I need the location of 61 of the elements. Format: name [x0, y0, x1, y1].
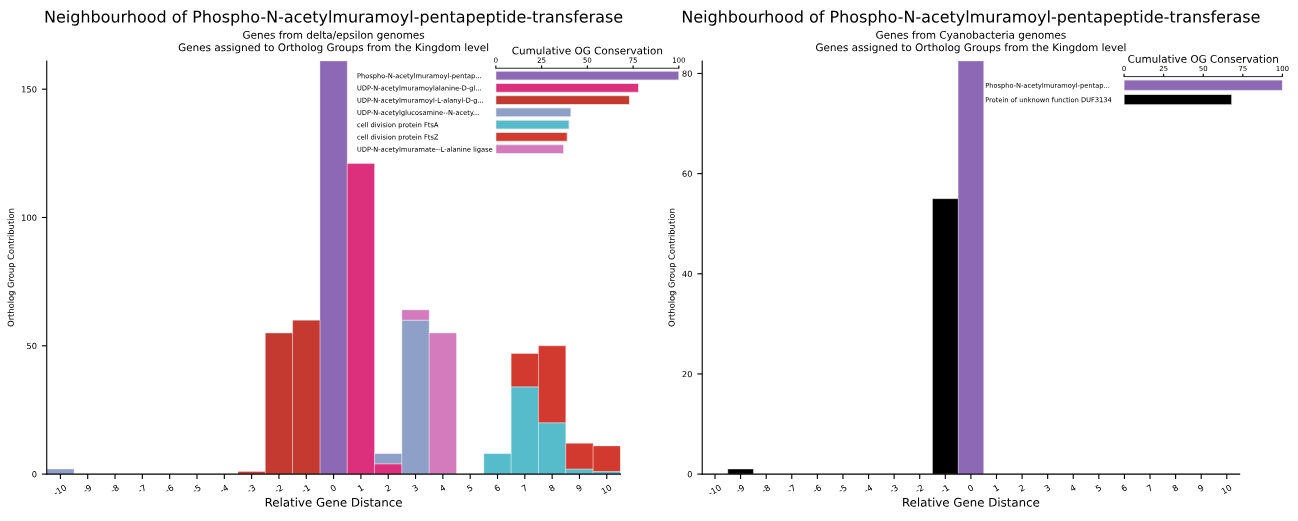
- x-tick-label: -7: [137, 484, 147, 494]
- x-axis-title: Relative Gene Distance: [903, 497, 1040, 507]
- x-tick-label: 4: [1069, 484, 1077, 492]
- x-tick-label: 5: [466, 484, 474, 492]
- x-axis-title: Relative Gene Distance: [265, 497, 402, 507]
- x-tick-label: 0: [967, 484, 974, 492]
- x-tick-label: 2: [1018, 484, 1025, 492]
- x-tick-label: -8: [109, 484, 120, 494]
- x-tick-label: 9: [1197, 484, 1205, 492]
- chart-title: Cumulative OG Conservation: [512, 46, 663, 55]
- chart-title: Cumulative OG Conservation: [1128, 54, 1278, 63]
- y-axis-title: Ortholog Group Contribution: [668, 208, 677, 327]
- x-tick-label: 1: [993, 484, 1000, 492]
- x-tick-label: -3: [888, 484, 899, 494]
- x-tick-label: 10: [1221, 484, 1233, 495]
- y-tick-label: 0: [32, 471, 37, 478]
- x-tick-label: 2: [384, 484, 391, 492]
- x-tick-label: -8: [761, 484, 771, 494]
- x-tick-label: -6: [164, 484, 175, 494]
- y-tick-label: 100: [22, 214, 37, 221]
- x-tick-label: -4: [863, 484, 873, 494]
- x-tick-label: -10: [707, 484, 722, 497]
- x-tick-label: -6: [812, 484, 822, 494]
- x-tick-label: 10: [601, 484, 613, 495]
- x-tick-label: 7: [521, 484, 528, 492]
- y-tick-label: 60: [682, 170, 692, 177]
- x-tick-label: -9: [735, 484, 745, 494]
- x-tick-label: -2: [914, 484, 924, 494]
- x-tick-label: 5: [1095, 484, 1102, 492]
- x-tick-label: 9: [575, 484, 583, 492]
- chart-subtitle: Genes from delta/epsilon genomes Genes assigned to Ortholog Groups from the Kingdom level: [178, 30, 489, 54]
- y-axis-title: Ortholog Group Contribution: [7, 208, 16, 327]
- x-tick-label: 3: [411, 484, 419, 492]
- x-tick-label: -7: [786, 484, 796, 494]
- x-tick-label: -5: [191, 484, 202, 494]
- chart-subtitle: Genes from Cyanobacteria genomes Genes assigned to Ortholog Groups from the Kingdom level: [816, 30, 1126, 54]
- x-tick-label: 6: [1120, 484, 1128, 492]
- x-tick-label: 0: [329, 484, 337, 492]
- x-tick-label: -1: [940, 484, 950, 494]
- x-tick-label: 1: [357, 484, 364, 492]
- x-tick-label: 8: [548, 484, 556, 492]
- x-tick-label: 4: [439, 484, 446, 492]
- y-tick-label: 150: [22, 86, 37, 93]
- x-tick-label: 8: [1171, 484, 1179, 492]
- x-tick-label: -1: [301, 484, 311, 494]
- x-tick-label: -3: [246, 484, 256, 494]
- x-tick-label: -4: [219, 484, 229, 494]
- x-tick-label: -5: [837, 484, 848, 494]
- x-tick-label: -9: [82, 484, 93, 494]
- chart-title: Neighbourhood of Phospho-N-acetylmuramoyl-pentapeptide-transferase: [682, 10, 1260, 26]
- x-tick-label: -2: [273, 484, 283, 494]
- y-tick-label: 80: [682, 70, 692, 77]
- x-tick-label: 6: [493, 484, 501, 492]
- x-tick-label: 3: [1043, 484, 1051, 492]
- y-tick-label: 0: [687, 471, 692, 478]
- x-tick-label: -10: [52, 484, 68, 497]
- y-tick-label: 20: [682, 370, 692, 378]
- chart-title: Neighbourhood of Phospho-N-acetylmuramoyl-pentapeptide-transferase: [45, 10, 623, 26]
- x-tick-label: 7: [1146, 484, 1153, 492]
- y-tick-label: 50: [27, 342, 37, 350]
- y-tick-label: 40: [682, 270, 692, 278]
